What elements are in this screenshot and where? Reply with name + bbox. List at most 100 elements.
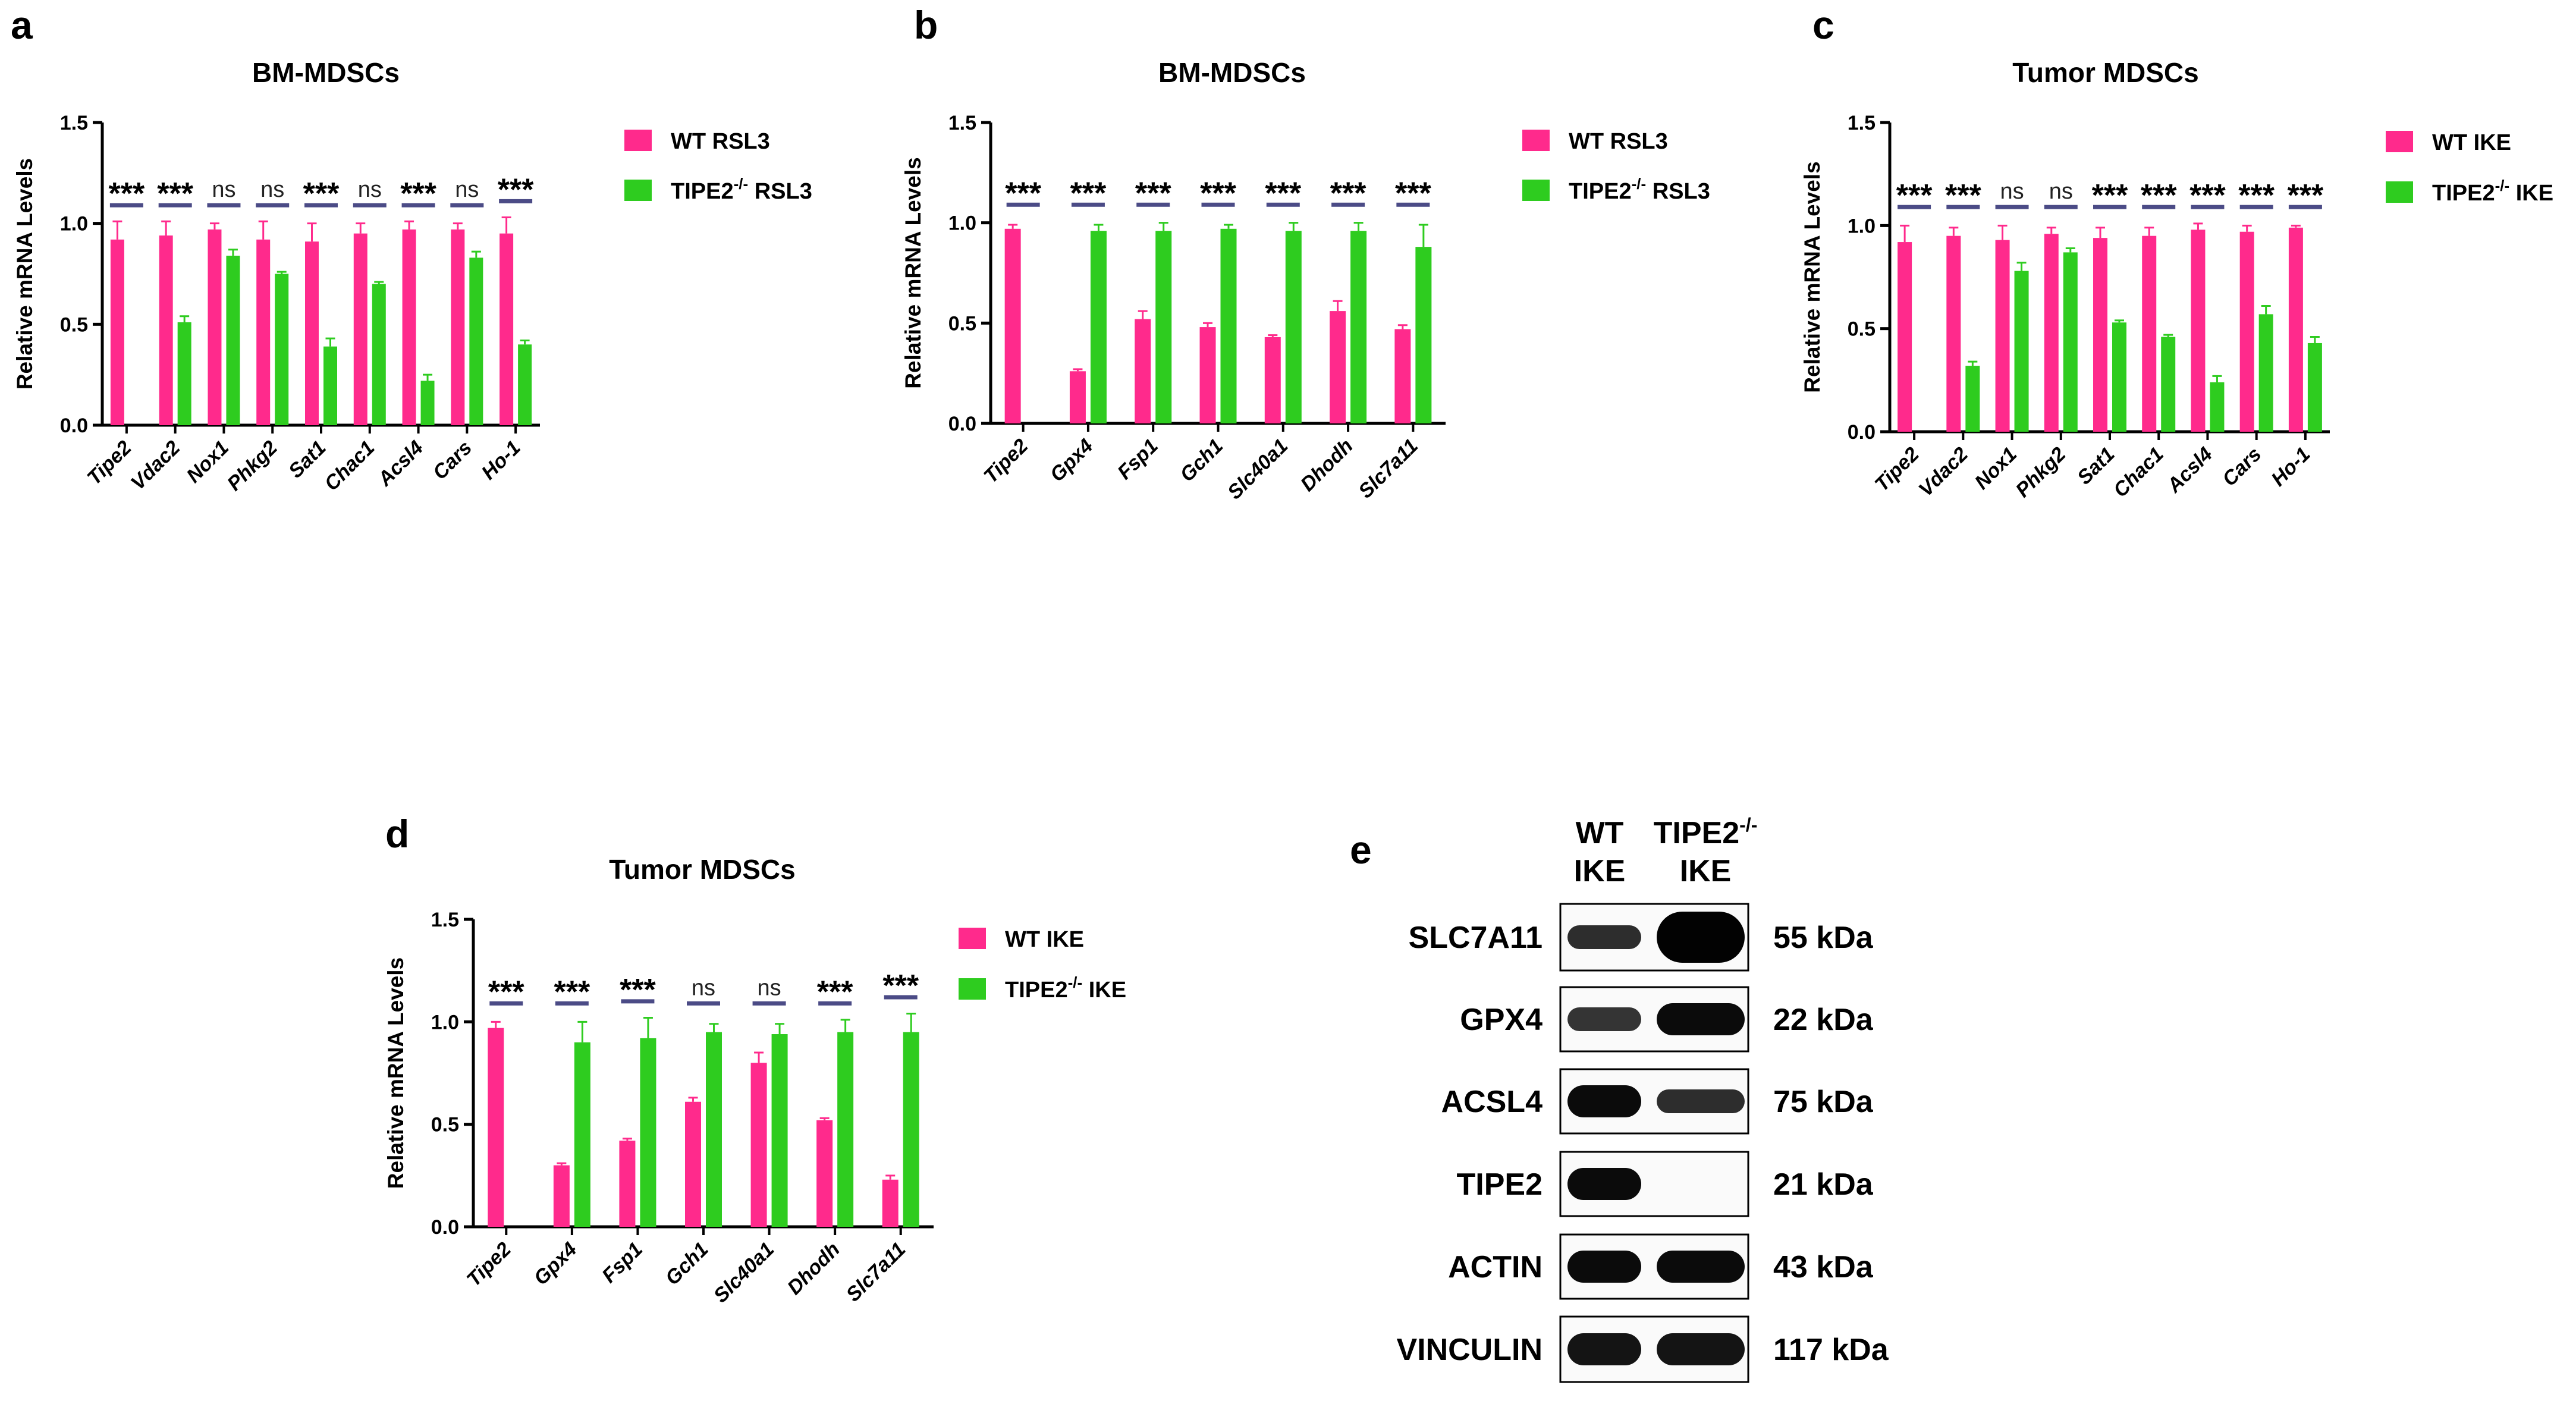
significance-label: *** xyxy=(817,975,853,1009)
significance-label: *** xyxy=(400,177,436,211)
x-tick-label: Vdac2 xyxy=(127,436,185,495)
chart-title: Tumor MDSCs xyxy=(2012,57,2199,88)
bar-ko xyxy=(226,255,240,425)
significance-label: *** xyxy=(1945,178,1981,213)
legend-label: WT IKE xyxy=(2432,130,2511,155)
significance-label: *** xyxy=(157,177,193,211)
molecular-weight-label: 75 kDa xyxy=(1773,1085,1874,1119)
legend-label: TIPE2-/- RSL3 xyxy=(671,175,812,204)
western-blot-panel: e WT IKE TIPE2-/- IKE SLC7A11 55 kDa GPX4 22 kDa… xyxy=(1350,814,1889,1383)
x-tick-label: Tipe2 xyxy=(83,436,136,489)
bar-wt xyxy=(1330,311,1346,423)
x-tick-label: Gch1 xyxy=(661,1238,713,1290)
bar-ko xyxy=(574,1042,590,1227)
bar-wt xyxy=(208,229,222,425)
bar-wt xyxy=(2093,238,2107,432)
significance-label: *** xyxy=(1005,176,1041,211)
bar-wt xyxy=(2142,235,2157,432)
x-tick-label: Tipe2 xyxy=(463,1238,516,1291)
significance-label: *** xyxy=(109,177,145,211)
significance-label: *** xyxy=(882,969,919,1003)
significance-label: *** xyxy=(1395,176,1431,211)
significance-label: ns xyxy=(455,177,479,202)
blot-row-slc7a11: SLC7A11 55 kDa xyxy=(1409,903,1874,972)
blot-band xyxy=(1657,1003,1745,1035)
y-tick-label: 1.5 xyxy=(948,112,976,134)
bar-ko xyxy=(1155,231,1172,423)
significance-label: *** xyxy=(2288,178,2324,213)
bar-wt xyxy=(750,1063,767,1227)
y-tick-label: 1.5 xyxy=(1848,112,1876,134)
bar-wt xyxy=(1069,371,1086,423)
protein-label: TIPE2 xyxy=(1457,1167,1543,1202)
y-tick-label: 0.5 xyxy=(431,1114,459,1136)
significance-label: *** xyxy=(488,975,524,1009)
bar-ko xyxy=(903,1032,919,1227)
blot-row-tipe2: TIPE2 21 kDa xyxy=(1457,1151,1874,1217)
blot-row-vinculin: VINCULIN 117 kDa xyxy=(1396,1315,1889,1383)
blot-row-actin: ACTIN 43 kDa xyxy=(1448,1233,1874,1300)
legend-swatch xyxy=(624,130,652,151)
bar-ko xyxy=(1220,228,1237,423)
bar-ko xyxy=(706,1032,722,1227)
blot-band xyxy=(1567,1007,1641,1031)
x-tick-label: Acsl4 xyxy=(373,436,428,491)
blot-row-gpx4: GPX4 22 kDa xyxy=(1460,986,1874,1053)
legend-swatch xyxy=(959,928,986,949)
protein-label: ACSL4 xyxy=(1441,1085,1543,1119)
panel-letter: c xyxy=(1812,3,1834,47)
y-tick-label: 1.0 xyxy=(431,1011,459,1034)
bar-ko xyxy=(2014,271,2029,432)
bar-ko xyxy=(1350,231,1367,423)
x-tick-label: Ho-1 xyxy=(2267,443,2314,491)
x-tick-label: Gch1 xyxy=(1176,435,1227,486)
significance-label: *** xyxy=(1200,176,1236,211)
y-tick-label: 0.5 xyxy=(948,312,976,335)
chart-title: Tumor MDSCs xyxy=(609,854,796,885)
legend-swatch xyxy=(624,180,652,201)
bar-wt xyxy=(1898,242,1912,432)
x-tick-label: Phkg2 xyxy=(2011,443,2070,502)
significance-label: *** xyxy=(2141,178,2177,213)
bar-ko xyxy=(2258,314,2273,432)
x-tick-label: Vdac2 xyxy=(1914,443,1972,501)
panel-letter: b xyxy=(914,3,938,47)
bar-wt xyxy=(1135,319,1151,423)
significance-label: *** xyxy=(620,973,656,1007)
blot-band xyxy=(1567,1333,1641,1365)
legend-label: TIPE2-/- RSL3 xyxy=(1569,175,1710,204)
bar-wt xyxy=(1995,240,2010,432)
significance-label: *** xyxy=(303,177,340,211)
bar-wt xyxy=(1199,327,1216,423)
significance-label: *** xyxy=(1135,176,1171,211)
y-tick-label: 1.5 xyxy=(60,112,88,134)
bar-ko xyxy=(2307,343,2322,432)
bar-ko xyxy=(2210,382,2225,432)
x-tick-label: Cars xyxy=(429,436,476,484)
bar-wt xyxy=(402,229,416,425)
chart-panel-a: a BM-MDSCs Relative mRNA Levels 0.0 0.5 1.0 1.… xyxy=(11,3,812,495)
bar-wt xyxy=(2288,227,2303,432)
x-tick-label: Slc40a1 xyxy=(709,1238,778,1307)
y-tick-label: 0.0 xyxy=(431,1216,459,1239)
bar-wt xyxy=(2239,231,2254,432)
significance-label: ns xyxy=(758,975,781,1000)
bar-wt xyxy=(305,241,319,425)
bar-ko xyxy=(640,1038,656,1227)
bar-ko xyxy=(1285,231,1302,423)
significance-label: *** xyxy=(2189,178,2226,213)
y-tick-label: 0.0 xyxy=(948,413,976,435)
significance-label: *** xyxy=(554,975,590,1009)
x-tick-label: Cars xyxy=(2218,443,2266,491)
lane-header-line2: IKE xyxy=(1680,854,1732,888)
blot-band xyxy=(1657,912,1745,963)
bar-ko xyxy=(469,257,483,425)
protein-label: ACTIN xyxy=(1448,1250,1543,1284)
bar-ko xyxy=(1090,231,1107,423)
molecular-weight-label: 55 kDa xyxy=(1773,921,1874,955)
blot-band xyxy=(1657,1251,1745,1283)
x-tick-label: Gpx4 xyxy=(530,1238,582,1290)
blot-band xyxy=(1567,925,1641,949)
chart-panel-d: d Tumor MDSCs Relative mRNA Levels 0.0 0.5 1.… xyxy=(384,812,1126,1307)
panel-letter: a xyxy=(11,3,33,47)
